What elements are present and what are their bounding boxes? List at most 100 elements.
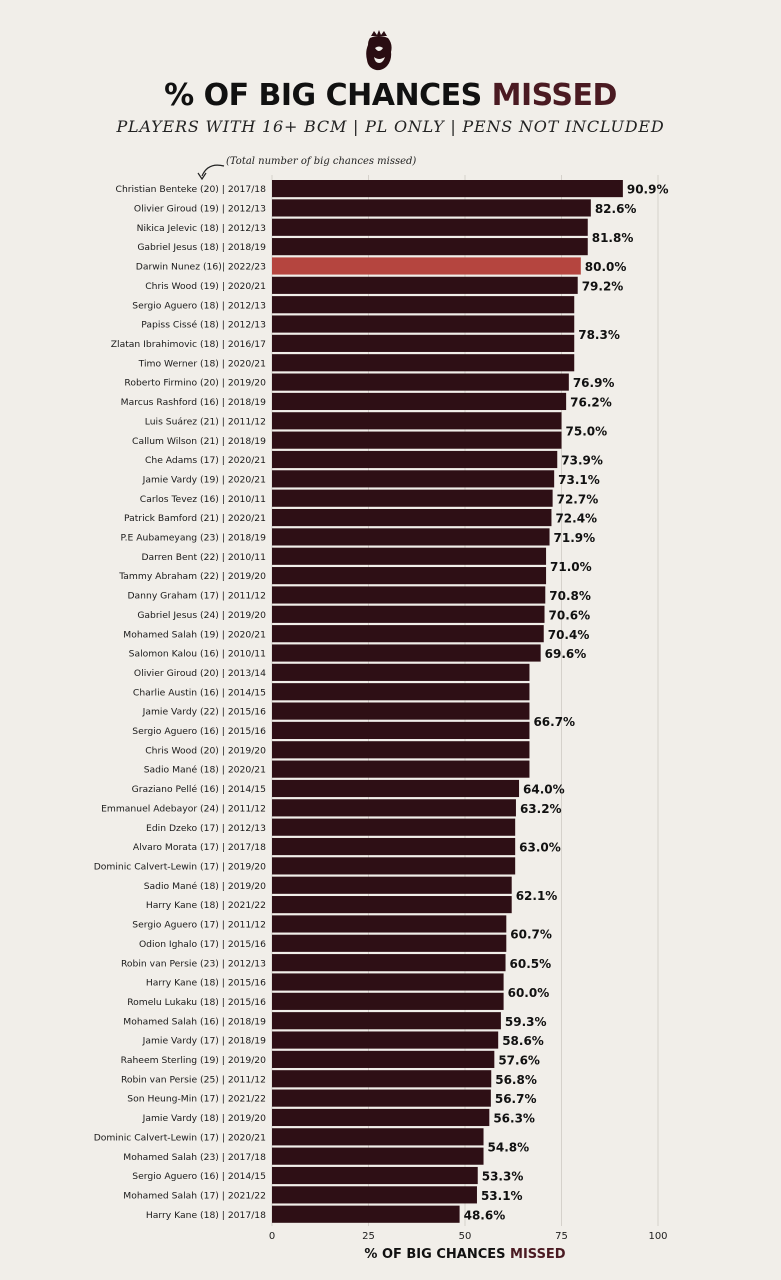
category-label: Chris Wood (19) | 2020/21 [145,281,266,292]
value-label: 76.2% [570,396,612,410]
value-label: 64.0% [523,783,565,797]
value-label: 53.3% [482,1170,524,1184]
category-label: Son Heung-Min (17) | 2021/22 [127,1094,266,1105]
bar [272,450,558,469]
category-label: Carlos Tevez (16) | 2010/11 [140,494,266,505]
category-label: Timo Werner (18) | 2020/21 [138,358,266,369]
category-label: P.E Aubameyang (23) | 2018/19 [120,533,266,544]
bar [272,296,575,314]
bar [272,547,547,565]
bar [272,605,545,623]
value-label: 80.0% [585,260,627,274]
bar [272,1147,484,1165]
value-label: 79.2% [582,279,624,293]
category-label: Marcus Rashford (16) | 2018/19 [121,397,266,408]
value-label: 75.0% [566,425,608,439]
category-label: Mohamed Salah (19) | 2020/21 [123,629,266,640]
bar [272,315,575,333]
value-label: 56.8% [495,1073,537,1087]
bar [272,373,569,391]
category-label: Olivier Giroud (20) | 2013/14 [134,668,266,679]
category-label: Darren Bent (22) | 2010/11 [141,552,266,563]
category-label: Jamie Vardy (22) | 2015/16 [142,707,267,718]
bar [272,934,507,952]
value-label: 73.9% [561,454,603,468]
bar [272,1089,491,1107]
value-label: 72.4% [555,512,597,526]
value-label: 70.8% [549,589,591,603]
category-label: Sergio Aguero (17) | 2011/12 [132,920,266,931]
category-label: Mohamed Salah (16) | 2018/19 [123,1016,266,1027]
category-label: Patrick Bamford (21) | 2020/21 [124,513,266,524]
category-label: Roberto Firmino (20) | 2019/20 [124,378,266,389]
value-label: 53.1% [481,1189,523,1203]
bar [272,1031,499,1049]
category-label: Luis Suárez (21) | 2011/12 [145,416,266,427]
value-label: 60.5% [510,957,552,971]
bar [272,218,588,236]
category-label: Graziano Pellé (16) | 2014/15 [132,784,267,795]
value-label: 90.9% [627,183,669,197]
bar [272,528,550,546]
value-label: 48.6% [464,1208,506,1222]
bar [272,973,504,991]
value-label: 71.9% [554,531,596,545]
category-label: Gabriel Jesus (18) | 2018/19 [137,242,266,253]
category-label: Emmanuel Adebayor (24) | 2011/12 [101,803,266,814]
value-label: 73.1% [558,473,600,487]
category-label: Mohamed Salah (23) | 2017/18 [123,1152,266,1163]
category-label: Harry Kane (18) | 2017/18 [146,1210,266,1221]
x-tick-label: 25 [362,1231,375,1242]
category-label: Olivier Giroud (19) | 2012/13 [134,204,266,215]
category-label: Alvaro Morata (17) | 2017/18 [133,842,266,853]
bar [272,683,530,701]
category-label: Harry Kane (18) | 2021/22 [146,900,266,911]
category-label: Harry Kane (18) | 2015/16 [146,978,266,989]
curved-arrow-icon [197,164,225,181]
bar [272,954,506,972]
category-label: Nikica Jelevic (18) | 2012/13 [137,223,267,234]
category-label: Papiss Cissé (18) | 2012/13 [141,320,266,331]
bar [272,702,530,720]
bar [272,180,623,198]
bar [272,896,512,914]
bar [272,199,591,217]
annotation-note: (Total number of big chances missed) [226,156,417,167]
category-label: Chris Wood (20) | 2019/20 [145,745,266,756]
value-label: 60.7% [510,928,552,942]
x-axis-label: % OF BIG CHANCES MISSED [364,1247,566,1262]
bar [272,1108,490,1127]
category-label: Jamie Vardy (18) | 2019/20 [142,1113,267,1124]
bar [272,508,552,527]
x-tick-label: 75 [555,1231,568,1242]
bar [272,412,562,430]
value-label: 60.0% [508,986,550,1000]
bar [272,354,575,372]
category-label: Robin van Persie (23) | 2012/13 [121,958,266,969]
bar [272,334,575,352]
x-tick-label: 0 [269,1231,275,1242]
category-label: Dominic Calvert-Lewin (17) | 2020/21 [94,1132,266,1143]
x-axis-label-accent: MISSED [510,1247,566,1262]
bar [272,779,520,798]
value-label: 72.7% [557,492,599,506]
bar [272,818,516,836]
value-label: 58.6% [502,1034,544,1048]
bar [272,1012,501,1030]
bar [272,625,544,643]
bar [272,586,546,604]
bar [272,644,541,662]
value-label: 59.3% [505,1015,547,1029]
bar [272,431,562,449]
premier-league-lion-icon [366,30,392,71]
value-label: 62.1% [516,889,558,903]
category-label: Odion Ighalo (17) | 2015/16 [139,939,266,950]
bar [272,741,530,759]
bar [272,663,530,681]
category-label: Edin Dzeko (17) | 2012/13 [146,823,266,834]
category-label: Sadio Mané (18) | 2019/20 [144,881,266,892]
category-label: Sergio Aguero (16) | 2014/15 [132,1171,266,1182]
value-label: 70.6% [549,608,591,622]
chart-subtitle: PLAYERS WITH 16+ BCM | PL ONLY | PENS NO… [116,117,665,136]
bar [272,799,516,817]
